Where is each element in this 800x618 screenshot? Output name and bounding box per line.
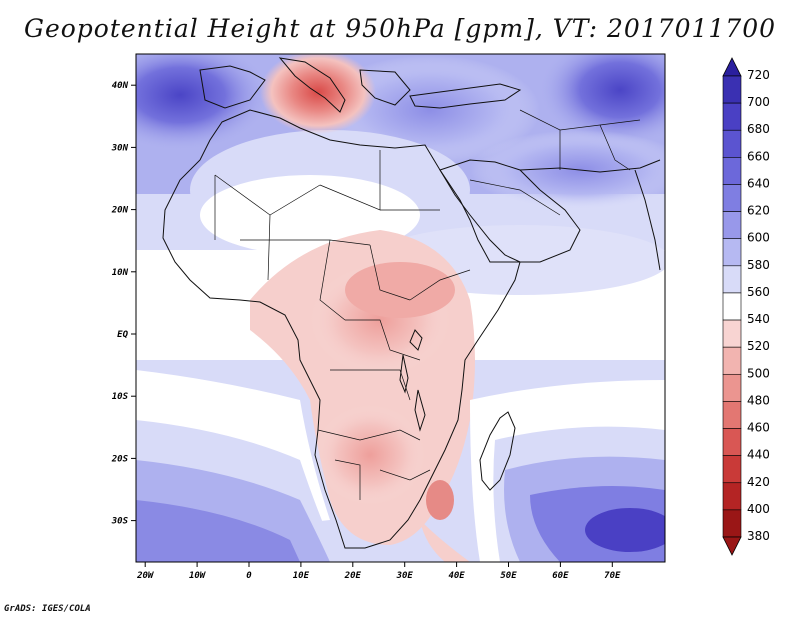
country-borders	[214, 109, 641, 500]
colorbar-label: 700	[747, 95, 770, 109]
colorbar-label: 380	[747, 529, 770, 543]
colorbar-label: 420	[747, 475, 770, 489]
credit-text: GrADS: IGES/COLA	[4, 604, 91, 614]
colorbar-segment	[722, 509, 742, 538]
colorbar-segment	[722, 75, 742, 104]
lat-label: 30N	[111, 143, 129, 153]
colorbar-segment	[722, 211, 742, 240]
colorbar-label: 720	[747, 68, 770, 82]
colorbar-label: 680	[747, 122, 770, 136]
lon-label: 60E	[552, 571, 569, 581]
colorbar-segment	[722, 157, 742, 185]
colorbar-segment	[722, 319, 742, 348]
colorbar-label: 520	[747, 339, 770, 353]
colorbar-segment	[722, 455, 742, 484]
lon-label: 20W	[136, 571, 155, 581]
colorbar-label: 560	[747, 285, 770, 299]
colorbar-segment	[722, 401, 742, 429]
colorbar-segment	[722, 292, 742, 321]
coastlines	[162, 57, 661, 549]
plot-frame	[135, 53, 666, 563]
colorbar-segment	[722, 346, 742, 375]
colorbar: 720 700 680 660 640 620 600 580 560 540 520 500 480 4…	[722, 57, 770, 556]
colorbar-segment	[722, 373, 742, 402]
lon-label: 10W	[189, 571, 207, 581]
colorbar-segment	[722, 184, 742, 212]
colorbar-label: 600	[747, 231, 770, 245]
colorbar-segment	[722, 428, 742, 456]
lat-label: 30S	[111, 517, 129, 527]
colorbar-label: 400	[747, 502, 770, 516]
lat-label: 10S	[112, 392, 129, 402]
latitude-ticks: 40N 30N 20N 10N EQ 10S 20S 30S	[111, 81, 136, 527]
lon-label: 40E	[448, 571, 465, 581]
lon-label: 70E	[604, 571, 621, 581]
colorbar-label: 660	[747, 149, 770, 163]
lat-label: 20N	[111, 206, 129, 216]
lat-label: 40N	[112, 81, 129, 91]
colorbar-max-arrow	[722, 57, 742, 77]
colorbar-segment	[722, 238, 742, 267]
longitude-ticks: 20W 10W 0 10E 20E 30E 40E 50E 60E 70E	[136, 562, 621, 581]
colorbar-label: 460	[747, 421, 770, 435]
colorbar-label: 620	[747, 204, 770, 218]
colorbar-label: 500	[747, 366, 770, 380]
lat-label: 10N	[112, 268, 129, 278]
lon-label: 30E	[396, 571, 414, 581]
colorbar-min-arrow	[722, 536, 742, 556]
colorbar-label: 440	[747, 448, 770, 462]
lon-label: 10E	[293, 571, 310, 581]
lon-label: 20E	[344, 571, 362, 581]
colorbar-segment	[722, 129, 742, 158]
lon-label: 50E	[500, 571, 517, 581]
lon-label: 0	[246, 571, 252, 581]
colorbar-label: 540	[747, 312, 770, 326]
colorbar-label: 580	[747, 258, 770, 272]
lat-label: EQ	[117, 330, 128, 340]
colorbar-segment	[722, 265, 742, 294]
geopotential-field	[136, 54, 665, 562]
map-title: Geopotential Height at 950hPa [gpm], VT:…	[23, 14, 777, 43]
colorbar-segment	[722, 102, 742, 131]
colorbar-label: 640	[747, 176, 770, 190]
colorbar-label: 480	[747, 393, 770, 407]
colorbar-segment	[722, 482, 742, 511]
lat-label: 20S	[111, 454, 129, 464]
